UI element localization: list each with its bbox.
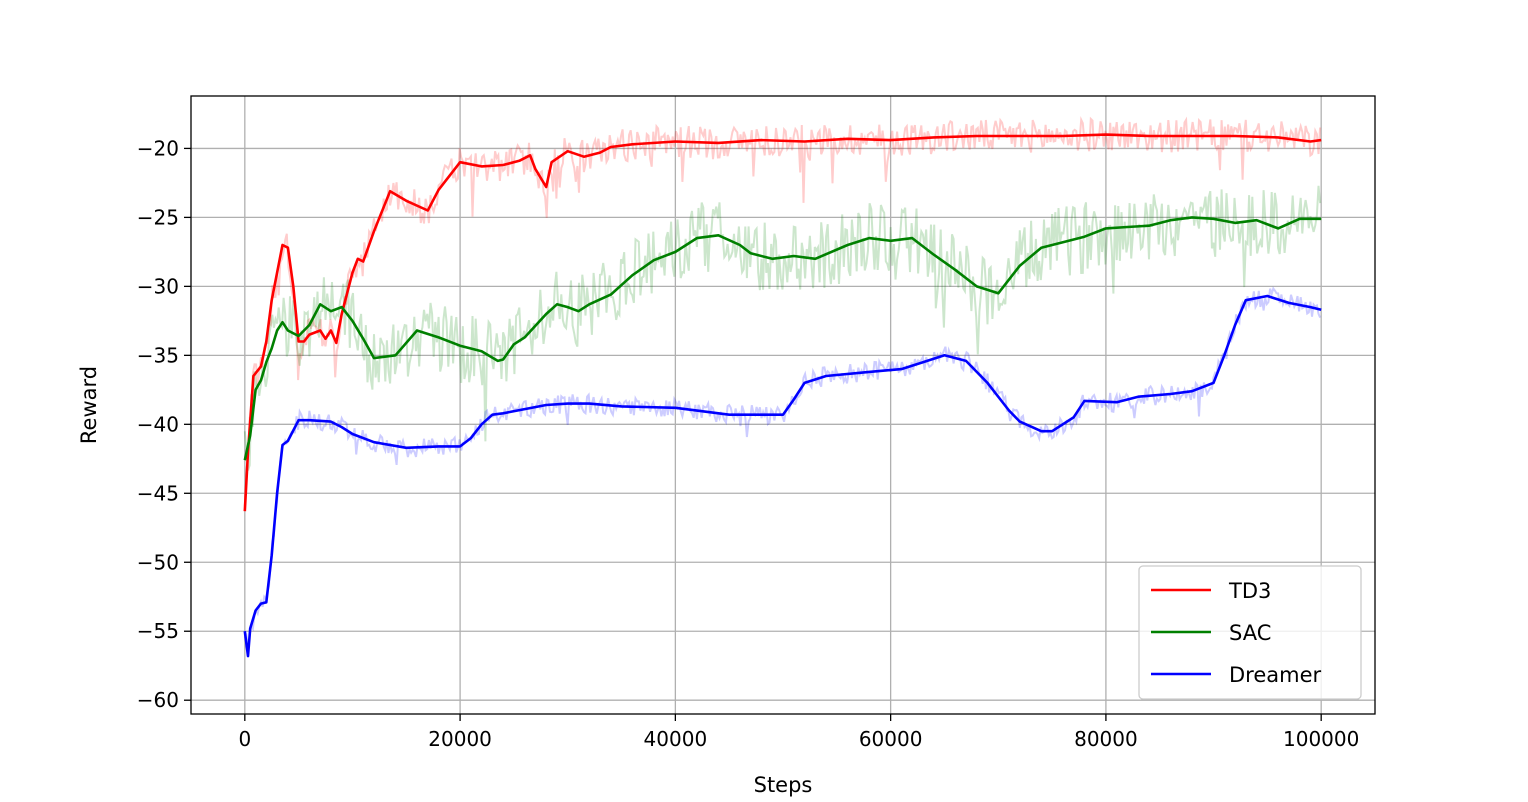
y-tick-label: −55 (137, 619, 179, 643)
ticks: 0 20000 40000 60000 80000 100000 −20 −25 −30 −35 −… (137, 136, 1360, 751)
legend-label: TD3 (1228, 579, 1271, 603)
y-tick-label: −40 (137, 412, 179, 436)
raw-series-line (243, 185, 1322, 471)
raw-series-line (243, 115, 1322, 507)
smoothed-series-line (243, 216, 1322, 461)
y-tick-label: −35 (137, 343, 179, 367)
smoothed-series-line (243, 133, 1322, 512)
x-tick-label: 0 (238, 727, 251, 751)
legend: TD3 SAC Dreamer (1138, 565, 1362, 700)
x-tick-label: 80000 (1074, 727, 1138, 751)
smoothed-series-line (243, 294, 1322, 658)
legend-label: SAC (1229, 621, 1271, 645)
y-tick-label: −45 (137, 481, 179, 505)
x-tick-label: 100000 (1283, 727, 1359, 751)
legend-label: Dreamer (1229, 663, 1322, 687)
raw-series-line (243, 286, 1322, 648)
x-axis-label: Steps (754, 773, 813, 797)
x-tick-label: 60000 (859, 727, 923, 751)
y-axis-label: Reward (77, 366, 101, 444)
y-tick-label: −20 (137, 136, 179, 160)
y-tick-label: −25 (137, 205, 179, 229)
y-tick-label: −60 (137, 688, 179, 712)
series-layer (243, 115, 1322, 658)
x-tick-label: 40000 (644, 727, 708, 751)
y-tick-label: −50 (137, 550, 179, 574)
grid (191, 96, 1375, 714)
legend-box (1138, 565, 1362, 700)
plot-frame (190, 95, 1376, 715)
x-tick-label: 20000 (428, 727, 492, 751)
y-tick-label: −30 (137, 274, 179, 298)
